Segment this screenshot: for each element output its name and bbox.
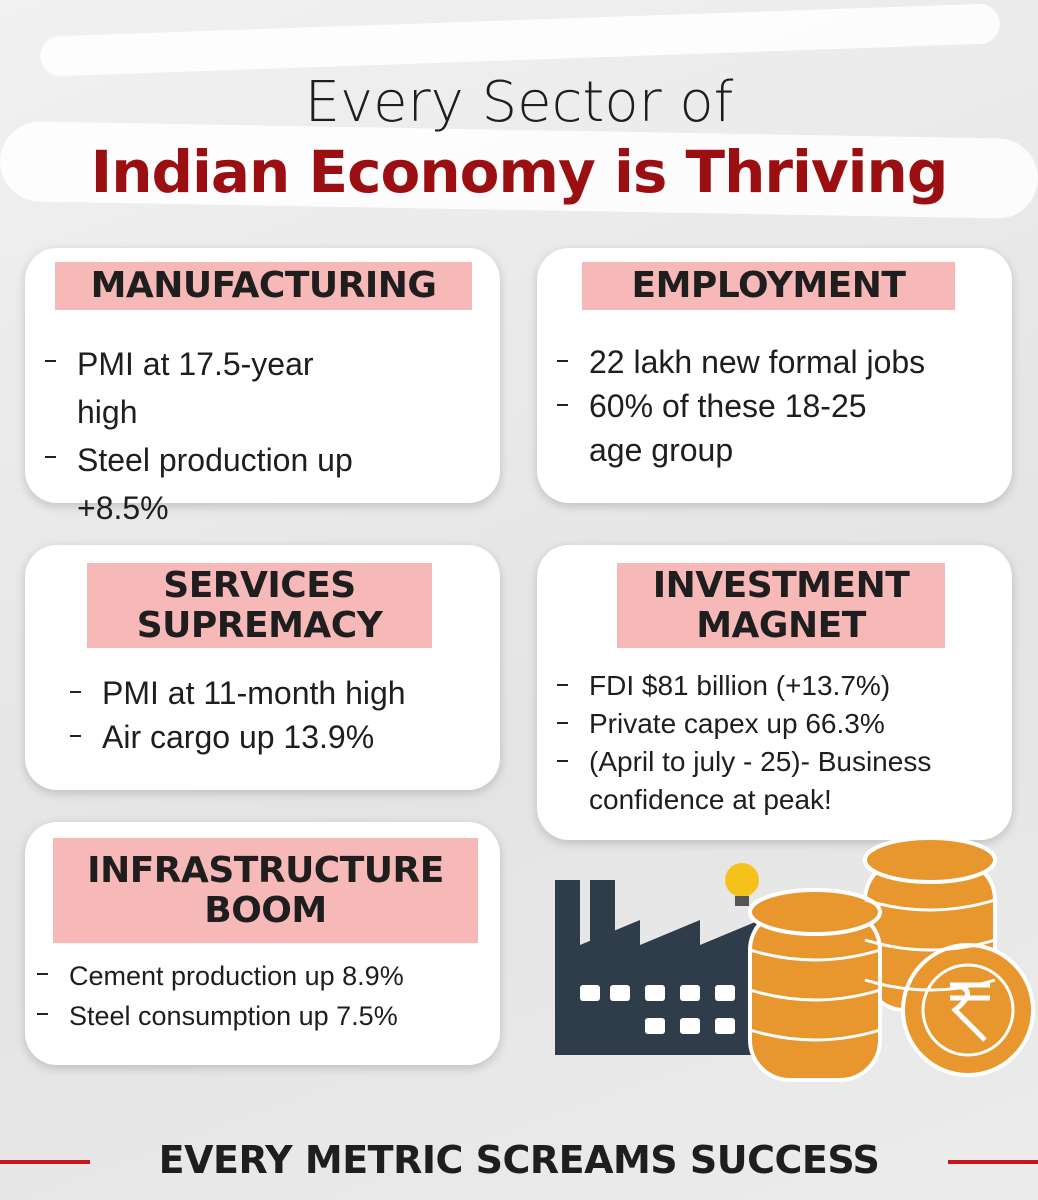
card-list: Cement production up 8.9% Steel consumpt… bbox=[27, 956, 497, 1036]
windows bbox=[580, 985, 735, 1034]
footer-line bbox=[0, 1160, 90, 1164]
bullet: 60% of these 18-25 age group bbox=[547, 384, 909, 472]
bullet: FDI $81 billion (+13.7%) bbox=[547, 667, 997, 705]
bullet: Cement production up 8.9% bbox=[27, 956, 497, 996]
bulb bbox=[725, 863, 759, 897]
footer: EVERY METRIC SCREAMS SUCCESS bbox=[158, 1138, 880, 1182]
bullet: 22 lakh new formal jobs bbox=[547, 340, 997, 384]
bullet: Private capex up 66.3% bbox=[547, 705, 997, 743]
bullet: Steel consumption up 7.5% bbox=[27, 996, 497, 1036]
card: MANUFACTURING PMI at 17.5-year high Stee… bbox=[25, 248, 500, 526]
bullet: (April to july - 25)- Business confidenc… bbox=[547, 743, 997, 819]
bullet: PMI at 11-month high bbox=[60, 671, 490, 715]
bullet: Steel production up +8.5% bbox=[35, 436, 365, 532]
card-list: FDI $81 billion (+13.7%) Private capex u… bbox=[547, 667, 997, 819]
card-heading: EMPLOYMENT bbox=[582, 262, 955, 310]
card-heading: MANUFACTURING bbox=[55, 262, 472, 310]
bullet: Air cargo up 13.9% bbox=[60, 715, 490, 759]
bg-streak bbox=[39, 3, 1001, 77]
card-heading: SERVICES SUPREMACY bbox=[87, 563, 432, 648]
rupee-symbol bbox=[950, 982, 990, 1042]
card: EMPLOYMENT 22 lakh new formal jobs 60% o… bbox=[537, 248, 1012, 503]
bulb-base bbox=[735, 896, 749, 906]
title-line1: Every Sector of bbox=[304, 70, 734, 135]
bullet: PMI at 17.5-year high bbox=[35, 340, 365, 436]
card-heading: INFRASTRUCTURE BOOM bbox=[53, 838, 478, 943]
card: SERVICES SUPREMACY PMI at 11-month high … bbox=[25, 545, 500, 790]
footer-line bbox=[948, 1160, 1038, 1164]
card-list: 22 lakh new formal jobs 60% of these 18-… bbox=[547, 340, 997, 472]
card: INVESTMENT MAGNET FDI $81 billion (+13.7… bbox=[537, 545, 1012, 840]
illustration bbox=[555, 840, 1035, 1082]
card-list: PMI at 17.5-year high Steel production u… bbox=[35, 340, 365, 532]
card-list: PMI at 11-month high Air cargo up 13.9% bbox=[60, 671, 490, 759]
card: INFRASTRUCTURE BOOM Cement production up… bbox=[25, 822, 500, 1065]
factory bbox=[555, 880, 760, 1055]
title-line2: Indian Economy is Thriving bbox=[90, 138, 949, 206]
card-heading: INVESTMENT MAGNET bbox=[617, 563, 945, 648]
